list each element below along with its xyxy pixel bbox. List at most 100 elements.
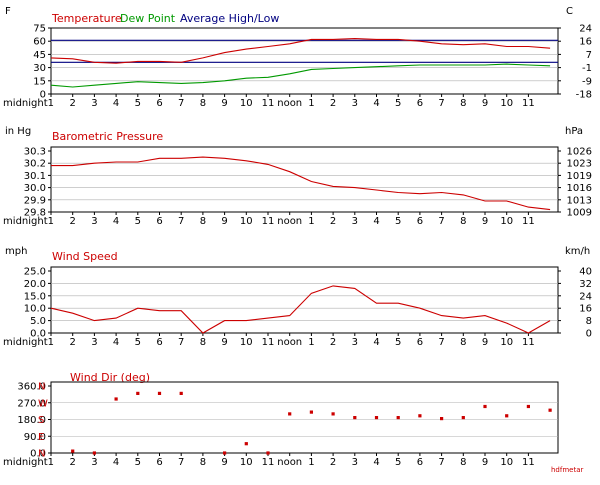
right-tick-label-wind-speed: 8 xyxy=(586,316,592,327)
x-tick-label-wind-speed: 3 xyxy=(352,337,358,348)
right-tick-label-temperature: 7 xyxy=(586,50,592,61)
x-tick-label-wind-speed: 2 xyxy=(330,337,336,348)
wind-dir-point xyxy=(244,442,248,446)
left-tick-label-temperature: 60 xyxy=(33,37,46,48)
x-tick-label-wind-dir: 11 xyxy=(262,457,275,468)
x-tick-label-pressure: 3 xyxy=(91,216,97,227)
x-tick-label-wind-speed: noon xyxy=(277,337,302,348)
wind-dir-point xyxy=(374,416,379,420)
x-tick-label-pressure: 11 xyxy=(262,216,275,227)
x-tick-label-temperature: 3 xyxy=(91,98,97,109)
wind-dir-point xyxy=(548,408,552,412)
legend-average-high-low: Average High/Low xyxy=(180,12,279,25)
legend-temperature: Temperature xyxy=(51,12,122,25)
pressure-left-unit: in Hg xyxy=(5,126,31,137)
x-tick-label-wind-dir: 11 xyxy=(522,457,535,468)
x-tick-label-pressure: 6 xyxy=(156,216,162,227)
right-tick-label-pressure: 1026 xyxy=(567,147,592,158)
x-tick-label-pressure: 4 xyxy=(373,216,379,227)
x-tick-label-wind-speed: 7 xyxy=(178,337,184,348)
x-tick-label-temperature: 9 xyxy=(221,98,227,109)
x-tick-label-wind-dir: 2 xyxy=(330,457,336,468)
compass-label: N xyxy=(38,382,45,393)
x-tick-label-wind-dir: 5 xyxy=(135,457,141,468)
series-line-wind-speed xyxy=(50,285,551,334)
right-tick-label-pressure: 1023 xyxy=(567,159,592,170)
x-tick-label-temperature: 3 xyxy=(352,98,358,109)
wind-dir-point xyxy=(331,412,335,416)
wind-dir-point xyxy=(526,404,530,409)
compass-label: N xyxy=(38,449,45,460)
x-tick-label-temperature: 5 xyxy=(135,98,141,109)
plot-frame-pressure xyxy=(50,146,559,213)
x-tick-label-wind-speed: 4 xyxy=(373,337,379,348)
wind-dir-point xyxy=(418,414,422,418)
left-tick-label-temperature: 15 xyxy=(33,76,46,87)
wind-speed-title: Wind Speed xyxy=(52,250,118,263)
x-tick-label-pressure: 5 xyxy=(135,216,141,227)
left-tick-label-temperature: 30 xyxy=(33,63,46,74)
x-tick-label-temperature: 4 xyxy=(113,98,119,109)
right-tick-label-pressure: 1013 xyxy=(567,195,592,206)
wind-dir-point xyxy=(461,416,465,420)
wind-dir-point xyxy=(114,397,118,401)
left-tick-label-wind-speed: 20.0 xyxy=(24,279,46,290)
compass-label: W xyxy=(38,398,48,409)
right-tick-label-wind-speed: 0 xyxy=(586,329,592,340)
x-tick-label-temperature: 6 xyxy=(417,98,423,109)
x-tick-label-temperature: 2 xyxy=(70,98,76,109)
left-tick-label-wind-dir: 90.0 xyxy=(24,432,46,443)
plot-frame-wind-speed xyxy=(50,266,559,334)
right-tick-label-wind-speed: 32 xyxy=(579,279,592,290)
x-tick-label-temperature: 10 xyxy=(240,98,253,109)
x-tick-label-temperature: 11 xyxy=(262,98,275,109)
x-tick-label-temperature: 7 xyxy=(438,98,444,109)
wind-dir-point xyxy=(309,410,313,414)
x-tick-label-wind-dir: 6 xyxy=(156,457,162,468)
x-tick-label-wind-speed: 8 xyxy=(460,337,466,348)
right-tick-label-temperature: 16 xyxy=(579,37,592,48)
x-tick-label-wind-dir: noon xyxy=(277,457,302,468)
x-tick-label-pressure: 7 xyxy=(438,216,444,227)
x-tick-label-wind-dir: 8 xyxy=(200,457,206,468)
left-tick-label-pressure: 30.0 xyxy=(24,183,46,194)
left-tick-label-wind-speed: 5.0 xyxy=(30,316,46,327)
right-tick-label-pressure: 1009 xyxy=(567,208,592,219)
x-tick-label-pressure: 11 xyxy=(522,216,535,227)
plot-frame-wind-dir xyxy=(50,381,559,454)
x-tick-label-pressure: 8 xyxy=(200,216,206,227)
wind-dir-point xyxy=(396,416,400,420)
x-tick-label-wind-speed: 11 xyxy=(522,337,535,348)
x-tick-label-wind-speed: 7 xyxy=(438,337,444,348)
x-tick-label-temperature: 7 xyxy=(178,98,184,109)
x-tick-label-wind-dir: 4 xyxy=(113,457,119,468)
x-tick-label-wind-dir: 9 xyxy=(221,457,227,468)
left-tick-label-wind-dir: 270.0 xyxy=(17,398,46,409)
x-tick-label-wind-dir: midnight1 xyxy=(3,457,54,468)
wind-dir-point xyxy=(136,391,140,395)
wind-dir-title: Wind Dir (deg) xyxy=(70,371,150,384)
right-tick-label-wind-speed: 24 xyxy=(579,291,592,302)
left-tick-label-pressure: 30.3 xyxy=(24,147,46,158)
legend-dew-point: Dew Point xyxy=(120,12,176,25)
x-tick-label-pressure: 3 xyxy=(352,216,358,227)
x-tick-label-wind-speed: 1 xyxy=(308,337,314,348)
temp-left-unit: F xyxy=(5,6,11,17)
right-tick-label-wind-speed: 16 xyxy=(579,304,592,315)
x-tick-label-wind-speed: 6 xyxy=(156,337,162,348)
wind-dir-point xyxy=(92,451,96,455)
wind-dir-point xyxy=(483,404,487,409)
left-tick-label-pressure: 29.8 xyxy=(24,208,46,219)
x-tick-label-pressure: 10 xyxy=(500,216,513,227)
x-tick-label-temperature: midnight1 xyxy=(3,98,54,109)
x-tick-label-wind-speed: 10 xyxy=(240,337,253,348)
left-tick-label-pressure: 30.2 xyxy=(24,159,46,170)
temp-right-unit: C xyxy=(566,6,573,17)
x-tick-label-pressure: 8 xyxy=(460,216,466,227)
x-tick-label-temperature: 5 xyxy=(395,98,401,109)
x-tick-label-wind-speed: midnight1 xyxy=(3,337,54,348)
left-tick-label-temperature: 45 xyxy=(33,50,46,61)
x-tick-label-wind-speed: 8 xyxy=(200,337,206,348)
